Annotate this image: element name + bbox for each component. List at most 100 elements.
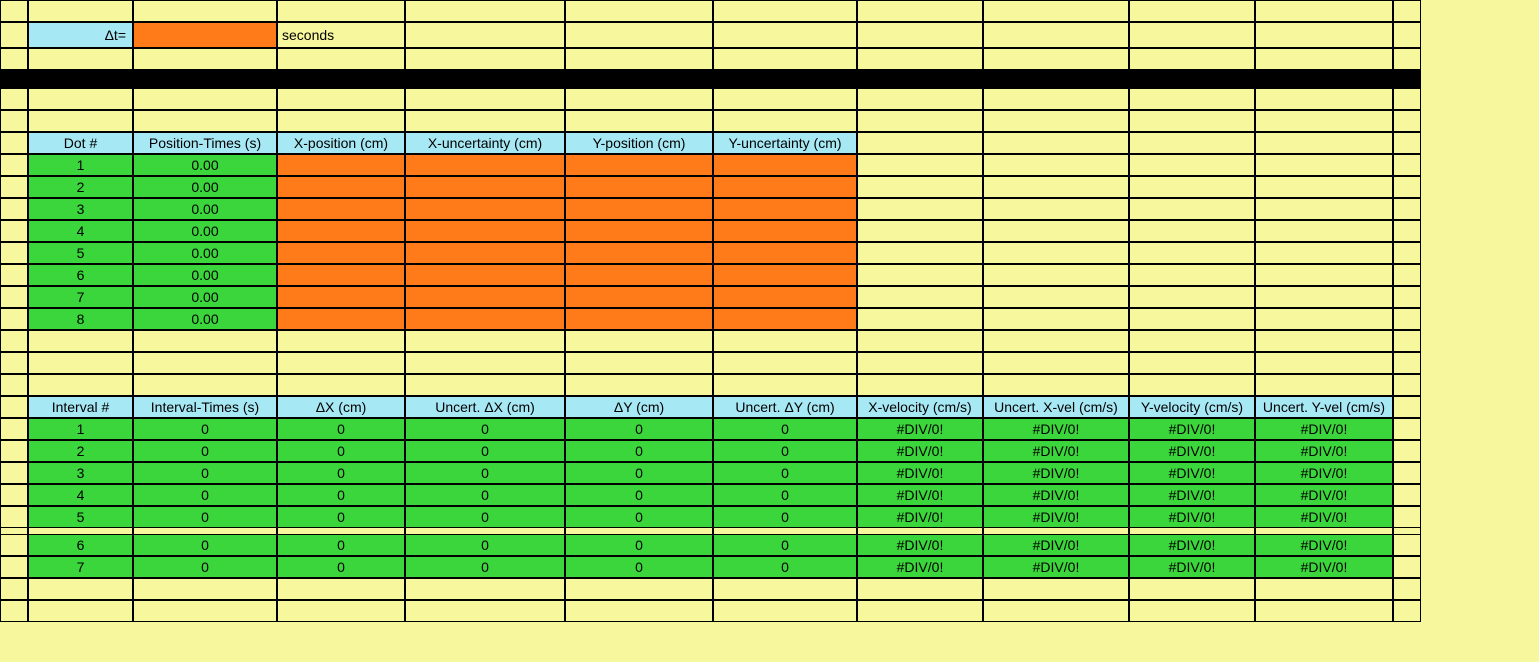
empty-cell[interactable]: [405, 0, 565, 22]
empty-cell[interactable]: [565, 48, 713, 70]
empty-cell[interactable]: [713, 110, 857, 132]
empty-cell[interactable]: [1129, 286, 1255, 308]
empty-cell[interactable]: [983, 154, 1129, 176]
empty-cell[interactable]: [713, 330, 857, 352]
empty-cell[interactable]: [0, 198, 28, 220]
pos-y-7[interactable]: [565, 308, 713, 330]
empty-cell[interactable]: [857, 176, 983, 198]
empty-cell[interactable]: [1393, 578, 1421, 600]
empty-cell[interactable]: [405, 330, 565, 352]
empty-cell[interactable]: [1129, 22, 1255, 48]
pos-y-2[interactable]: [565, 198, 713, 220]
empty-cell[interactable]: [1255, 374, 1393, 396]
empty-cell[interactable]: [857, 198, 983, 220]
empty-cell[interactable]: [857, 220, 983, 242]
pos-ux-2[interactable]: [405, 198, 565, 220]
empty-cell[interactable]: [277, 88, 405, 110]
empty-cell[interactable]: [1255, 88, 1393, 110]
pos-uy-4[interactable]: [713, 242, 857, 264]
empty-cell[interactable]: [857, 242, 983, 264]
empty-cell[interactable]: [1129, 264, 1255, 286]
pos-ux-0[interactable]: [405, 154, 565, 176]
empty-cell[interactable]: [277, 578, 405, 600]
empty-cell[interactable]: [1255, 48, 1393, 70]
pos-ux-5[interactable]: [405, 264, 565, 286]
empty-cell[interactable]: [0, 0, 28, 22]
empty-cell[interactable]: [565, 88, 713, 110]
empty-cell[interactable]: [1255, 600, 1393, 622]
empty-cell[interactable]: [1129, 242, 1255, 264]
empty-cell[interactable]: [983, 176, 1129, 198]
empty-cell[interactable]: [983, 242, 1129, 264]
empty-cell[interactable]: [1129, 220, 1255, 242]
empty-cell[interactable]: [0, 220, 28, 242]
empty-cell[interactable]: [405, 578, 565, 600]
empty-cell[interactable]: [1393, 0, 1421, 22]
empty-cell[interactable]: [713, 0, 857, 22]
empty-cell[interactable]: [857, 132, 983, 154]
empty-cell[interactable]: [1129, 330, 1255, 352]
empty-cell[interactable]: [1129, 88, 1255, 110]
empty-cell[interactable]: [983, 374, 1129, 396]
empty-cell[interactable]: [28, 88, 133, 110]
empty-cell[interactable]: [713, 374, 857, 396]
empty-cell[interactable]: [1129, 154, 1255, 176]
empty-cell[interactable]: [0, 242, 28, 264]
empty-cell[interactable]: [983, 264, 1129, 286]
empty-cell[interactable]: [0, 176, 28, 198]
empty-cell[interactable]: [857, 0, 983, 22]
empty-cell[interactable]: [28, 48, 133, 70]
empty-cell[interactable]: [1129, 132, 1255, 154]
empty-cell[interactable]: [1255, 352, 1393, 374]
empty-cell[interactable]: [857, 578, 983, 600]
empty-cell[interactable]: [983, 132, 1129, 154]
empty-cell[interactable]: [713, 578, 857, 600]
empty-cell[interactable]: [1393, 154, 1421, 176]
empty-cell[interactable]: [983, 600, 1129, 622]
empty-cell[interactable]: [133, 578, 277, 600]
empty-cell[interactable]: [713, 88, 857, 110]
empty-cell[interactable]: [857, 308, 983, 330]
empty-cell[interactable]: [713, 22, 857, 48]
empty-cell[interactable]: [1393, 396, 1421, 418]
empty-cell[interactable]: [1393, 22, 1421, 48]
empty-cell[interactable]: [1393, 352, 1421, 374]
empty-cell[interactable]: [1393, 48, 1421, 70]
empty-cell[interactable]: [1255, 0, 1393, 22]
empty-cell[interactable]: [277, 374, 405, 396]
empty-cell[interactable]: [1393, 286, 1421, 308]
empty-cell[interactable]: [0, 110, 28, 132]
empty-cell[interactable]: [28, 578, 133, 600]
empty-cell[interactable]: [1129, 600, 1255, 622]
empty-cell[interactable]: [1129, 110, 1255, 132]
empty-cell[interactable]: [1393, 484, 1421, 506]
empty-cell[interactable]: [0, 534, 28, 556]
empty-cell[interactable]: [0, 308, 28, 330]
empty-cell[interactable]: [133, 352, 277, 374]
empty-cell[interactable]: [277, 600, 405, 622]
pos-uy-1[interactable]: [713, 176, 857, 198]
pos-ux-7[interactable]: [405, 308, 565, 330]
pos-x-0[interactable]: [277, 154, 405, 176]
empty-cell[interactable]: [983, 330, 1129, 352]
empty-cell[interactable]: [713, 48, 857, 70]
empty-cell[interactable]: [857, 48, 983, 70]
empty-cell[interactable]: [28, 0, 133, 22]
pos-x-6[interactable]: [277, 286, 405, 308]
empty-cell[interactable]: [1255, 132, 1393, 154]
empty-cell[interactable]: [1393, 374, 1421, 396]
pos-x-2[interactable]: [277, 198, 405, 220]
pos-y-6[interactable]: [565, 286, 713, 308]
empty-cell[interactable]: [277, 352, 405, 374]
empty-cell[interactable]: [983, 0, 1129, 22]
empty-cell[interactable]: [857, 154, 983, 176]
empty-cell[interactable]: [28, 352, 133, 374]
pos-uy-6[interactable]: [713, 286, 857, 308]
empty-cell[interactable]: [857, 600, 983, 622]
empty-cell[interactable]: [133, 600, 277, 622]
empty-cell[interactable]: [0, 462, 28, 484]
pos-uy-3[interactable]: [713, 220, 857, 242]
empty-cell[interactable]: [0, 48, 28, 70]
empty-cell[interactable]: [713, 600, 857, 622]
dt-input[interactable]: [133, 22, 277, 48]
